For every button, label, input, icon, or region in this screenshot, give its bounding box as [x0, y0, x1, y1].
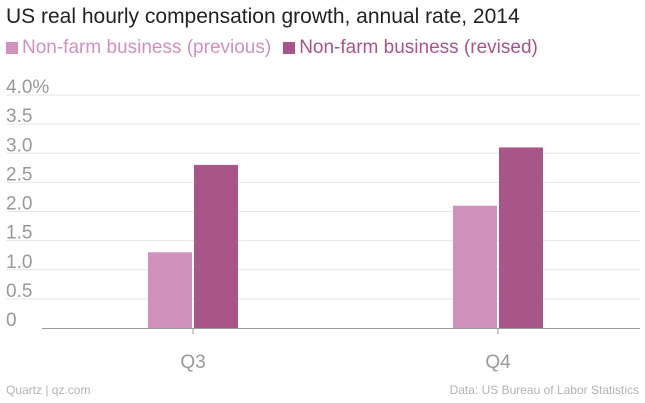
y-tick-label: 3.5: [6, 106, 32, 127]
bar-revised-q4: [499, 147, 543, 328]
y-tick-label: 1.5: [6, 223, 32, 244]
legend-item-previous: Non-farm business (previous): [6, 37, 271, 59]
x-tick-label: Q4: [485, 352, 511, 373]
legend-swatch-revised: [283, 42, 296, 54]
footer-brand: Quartz | qz.com: [6, 383, 91, 397]
legend-label-revised: Non-farm business (revised): [299, 37, 538, 58]
y-tick-label: 0.5: [6, 281, 32, 302]
legend-label-previous: Non-farm business (previous): [22, 37, 272, 58]
y-tick-label: 4.0%: [6, 77, 49, 98]
x-tick-label: Q3: [180, 352, 205, 373]
y-tick-label: 2.0: [6, 194, 32, 215]
footer-source: Data: US Bureau of Labor Statistics: [449, 383, 639, 397]
legend-swatch-previous: [6, 42, 18, 54]
y-tick-label: 0: [6, 310, 17, 331]
y-tick-label: 1.0: [6, 252, 32, 273]
bar-previous-q3: [148, 252, 192, 328]
y-tick-label: 2.5: [6, 164, 32, 185]
chart-legend: Non-farm business (previous) Non-farm bu…: [6, 37, 550, 59]
y-tick-label: 3.0: [6, 135, 32, 156]
bar-revised-q3: [194, 164, 238, 328]
legend-item-revised: Non-farm business (revised): [283, 37, 538, 59]
bar-previous-q4: [453, 205, 497, 328]
chart-title: US real hourly compensation growth, annu…: [6, 5, 520, 28]
